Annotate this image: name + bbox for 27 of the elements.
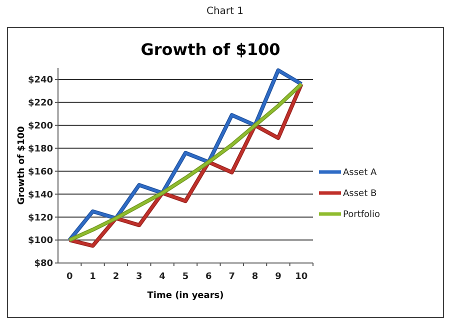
y-tick-label: $220: [28, 98, 53, 109]
x-tick-label: 10: [295, 272, 308, 282]
chart-title: Growth of $100: [140, 40, 280, 59]
y-tick-label: $200: [28, 122, 53, 132]
x-tick-label: 3: [136, 272, 142, 282]
y-axis-title: Growth of $100: [17, 126, 27, 205]
y-tick-label: $100: [28, 236, 53, 246]
x-tick-label: 0: [66, 272, 73, 282]
legend-label: Portfolio: [343, 210, 381, 220]
legend-label: Asset B: [343, 189, 377, 200]
x-tick-label: 9: [275, 272, 282, 282]
x-tick-label: 1: [90, 272, 96, 282]
x-tick-label: 2: [112, 272, 120, 282]
caption: Chart 1: [206, 6, 244, 17]
y-tick-label: $160: [28, 167, 53, 178]
y-tick-label: $140: [28, 190, 53, 200]
x-tick-label: 5: [182, 272, 189, 282]
x-tick-label: 7: [228, 272, 235, 282]
x-tick-label: 4: [159, 272, 166, 282]
y-tick-label: $80: [34, 259, 53, 270]
x-axis-title: Time (in years): [147, 291, 224, 301]
y-tick-label: $120: [28, 213, 53, 224]
x-tick-label: 6: [206, 272, 212, 282]
x-tick-label: 8: [252, 272, 258, 282]
legend-label: Asset A: [343, 168, 378, 178]
y-tick-label: $180: [28, 144, 53, 154]
y-tick-label: $240: [28, 76, 53, 86]
